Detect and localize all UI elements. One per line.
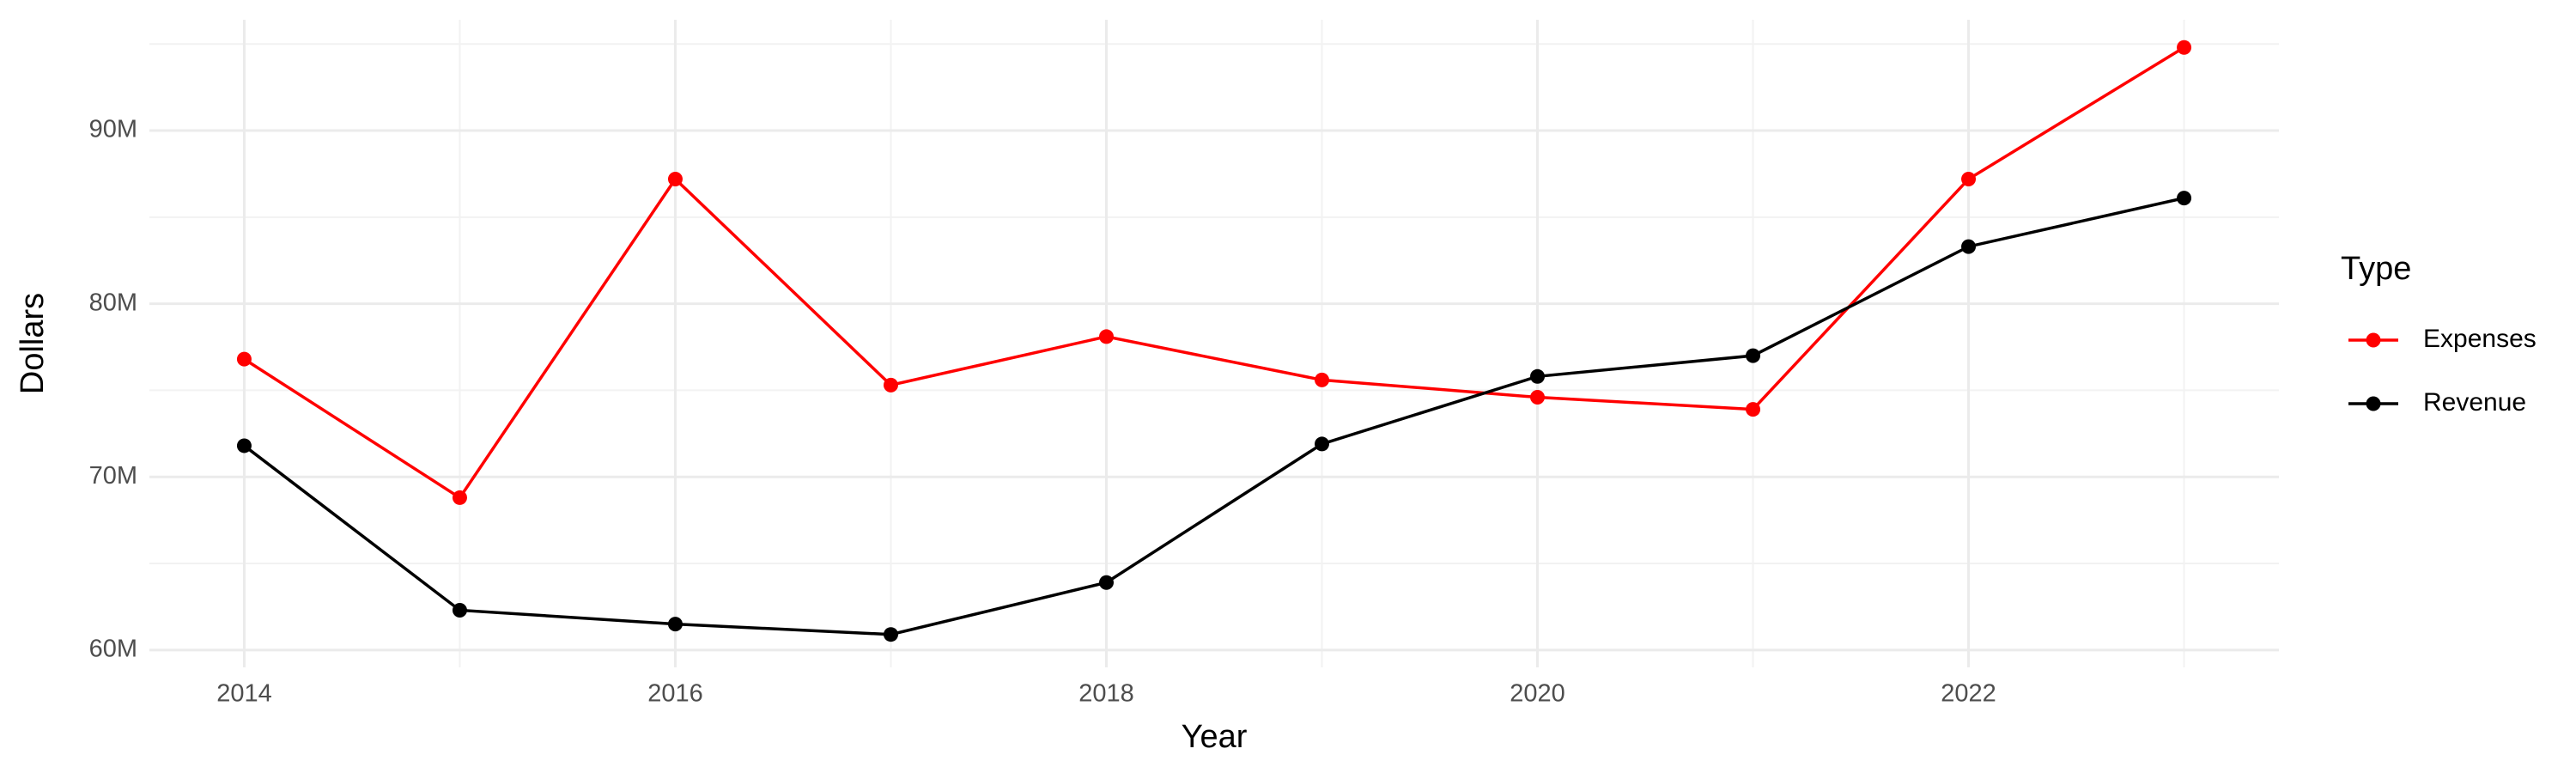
point: [1315, 436, 1330, 452]
point: [2177, 40, 2192, 55]
series-line: [243, 196, 2184, 636]
x-tick-label: 2014: [216, 680, 272, 708]
grid: [149, 20, 2279, 667]
x-tick-label: 2018: [1078, 680, 1134, 708]
y-tick-label: 80M: [89, 289, 137, 316]
point: [667, 617, 683, 632]
legend-key-point: [2366, 396, 2381, 411]
x-axis-title: Year: [1182, 719, 1248, 755]
point: [1746, 402, 1761, 417]
point: [452, 602, 467, 618]
x-tick-label: 2022: [1941, 680, 1996, 708]
y-tick-label: 90M: [89, 116, 137, 143]
point: [883, 377, 898, 393]
legend-title: Type: [2341, 251, 2411, 287]
point: [667, 171, 683, 186]
point: [1530, 368, 1546, 384]
x-tick-label: 2016: [647, 680, 703, 708]
y-tick-label: 60M: [89, 635, 137, 662]
point: [236, 438, 252, 453]
point: [883, 627, 898, 642]
y-tick-label: 70M: [89, 462, 137, 490]
point: [1961, 239, 1977, 254]
point: [1098, 575, 1114, 590]
point: [452, 490, 467, 505]
legend-label: Expenses: [2423, 325, 2537, 353]
legend-key-point: [2366, 332, 2381, 348]
point: [2177, 191, 2192, 206]
point: [1961, 171, 1977, 186]
point: [1098, 329, 1114, 344]
point: [1530, 389, 1546, 405]
x-tick-label: 2020: [1510, 680, 1565, 708]
point: [1746, 348, 1761, 363]
series-line: [243, 46, 2185, 500]
point: [236, 351, 252, 367]
point: [1315, 372, 1330, 387]
legend-label: Revenue: [2423, 388, 2526, 417]
y-axis-title: Dollars: [15, 293, 51, 394]
